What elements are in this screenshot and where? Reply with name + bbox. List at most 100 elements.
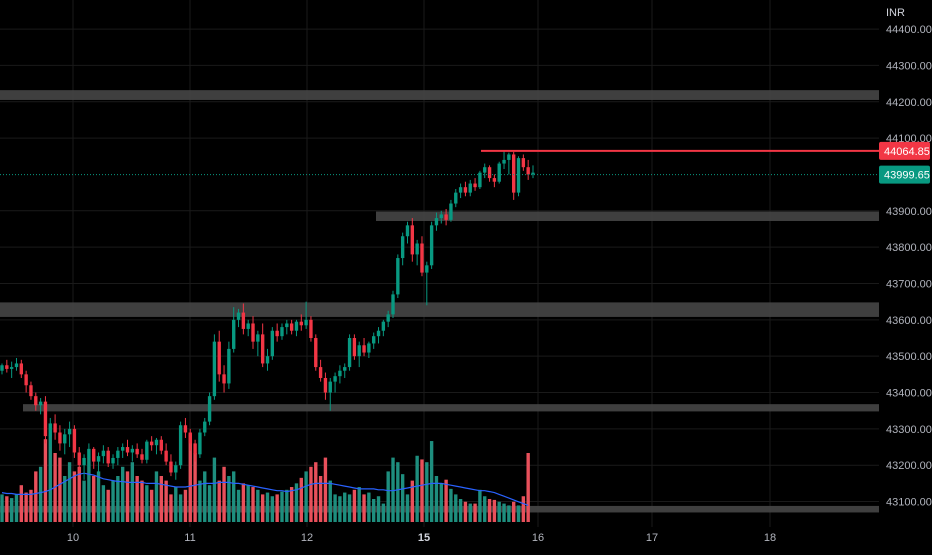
- candle[interactable]: [5, 359, 9, 373]
- candle[interactable]: [516, 156, 521, 197]
- candle[interactable]: [19, 359, 23, 378]
- candle[interactable]: [236, 308, 241, 328]
- candle[interactable]: [425, 261, 429, 306]
- candle[interactable]: [106, 447, 110, 468]
- candle[interactable]: [285, 319, 289, 335]
- candle[interactable]: [304, 301, 308, 329]
- candle[interactable]: [169, 454, 173, 477]
- candle[interactable]: [357, 341, 361, 368]
- candle[interactable]: [487, 165, 492, 182]
- candle[interactable]: [328, 377, 332, 411]
- candle[interactable]: [386, 310, 390, 328]
- candle[interactable]: [43, 396, 48, 444]
- candle[interactable]: [0, 363, 4, 375]
- candle[interactable]: [183, 417, 188, 438]
- x-axis[interactable]: 10 11 12 15 16 17 18: [67, 532, 776, 544]
- candle[interactable]: [87, 443, 91, 468]
- candle[interactable]: [265, 348, 270, 371]
- candle[interactable]: [338, 365, 342, 384]
- candle[interactable]: [38, 397, 43, 415]
- candle[interactable]: [178, 421, 183, 469]
- candle[interactable]: [497, 161, 501, 184]
- candle[interactable]: [376, 327, 381, 344]
- candle[interactable]: [333, 372, 337, 393]
- candle[interactable]: [72, 425, 77, 458]
- candle[interactable]: [101, 445, 106, 464]
- candle[interactable]: [159, 436, 163, 455]
- candle[interactable]: [483, 163, 487, 179]
- candle[interactable]: [48, 417, 52, 448]
- candle[interactable]: [24, 370, 28, 393]
- candle[interactable]: [140, 448, 144, 464]
- candle[interactable]: [439, 210, 443, 224]
- candle[interactable]: [222, 365, 226, 393]
- candle[interactable]: [444, 208, 448, 226]
- candle[interactable]: [227, 341, 231, 389]
- candle[interactable]: [92, 447, 96, 469]
- candle[interactable]: [434, 212, 439, 231]
- candle[interactable]: [347, 334, 352, 371]
- candle[interactable]: [63, 428, 67, 455]
- candle[interactable]: [492, 174, 497, 188]
- candle[interactable]: [352, 334, 357, 360]
- candle[interactable]: [9, 361, 14, 378]
- candle[interactable]: [135, 443, 139, 458]
- candle[interactable]: [130, 445, 135, 462]
- candle[interactable]: [362, 338, 366, 357]
- candle[interactable]: [67, 421, 72, 448]
- candle[interactable]: [145, 439, 149, 464]
- candle[interactable]: [454, 188, 458, 208]
- candle[interactable]: [116, 447, 120, 466]
- candle[interactable]: [125, 439, 130, 457]
- candle[interactable]: [391, 290, 395, 319]
- candle[interactable]: [396, 254, 400, 299]
- candles[interactable]: [0, 151, 535, 480]
- candle[interactable]: [309, 316, 313, 342]
- candle[interactable]: [323, 372, 328, 400]
- candle[interactable]: [29, 381, 33, 400]
- candle[interactable]: [289, 319, 294, 335]
- candle[interactable]: [212, 334, 217, 400]
- candle[interactable]: [400, 232, 405, 266]
- candle[interactable]: [275, 323, 279, 342]
- candle[interactable]: [318, 359, 323, 382]
- candle[interactable]: [381, 319, 386, 337]
- candle[interactable]: [372, 332, 376, 349]
- candle[interactable]: [270, 327, 275, 360]
- candle[interactable]: [251, 316, 255, 349]
- candle[interactable]: [526, 159, 530, 180]
- candle[interactable]: [449, 199, 453, 222]
- candle[interactable]: [468, 179, 472, 197]
- candle[interactable]: [512, 151, 516, 200]
- candle[interactable]: [502, 151, 506, 170]
- candle[interactable]: [256, 330, 260, 357]
- candle[interactable]: [120, 443, 125, 458]
- candle[interactable]: [246, 319, 250, 337]
- candle[interactable]: [82, 454, 86, 480]
- candle[interactable]: [203, 417, 207, 437]
- candle[interactable]: [507, 152, 511, 175]
- candle[interactable]: [299, 314, 303, 331]
- candle[interactable]: [111, 454, 115, 469]
- candle[interactable]: [232, 307, 236, 353]
- candle[interactable]: [415, 239, 419, 266]
- candle[interactable]: [343, 363, 347, 378]
- candle[interactable]: [58, 425, 62, 451]
- candle[interactable]: [410, 218, 415, 262]
- candle[interactable]: [96, 452, 101, 475]
- last-price-tag[interactable]: 43999.65: [879, 165, 930, 184]
- candle[interactable]: [458, 183, 463, 199]
- candle[interactable]: [367, 341, 371, 358]
- y-axis[interactable]: 44400.0044300.0044200.0044100.0043900.00…: [879, 24, 932, 509]
- candle[interactable]: [463, 181, 468, 197]
- candle[interactable]: [174, 461, 178, 480]
- candle[interactable]: [478, 170, 482, 189]
- candle[interactable]: [77, 447, 81, 473]
- candle[interactable]: [420, 236, 424, 277]
- candle[interactable]: [164, 443, 168, 466]
- candle[interactable]: [149, 436, 154, 451]
- candle[interactable]: [473, 178, 477, 191]
- candle[interactable]: [14, 357, 19, 371]
- candle[interactable]: [241, 303, 246, 335]
